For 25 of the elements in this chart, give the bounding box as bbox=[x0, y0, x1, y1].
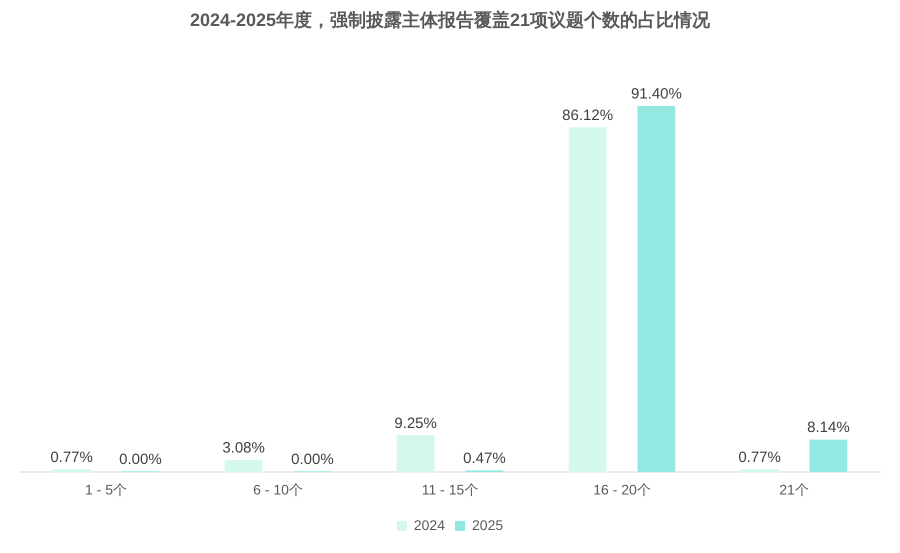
data-label: 0.47% bbox=[463, 450, 506, 467]
bar bbox=[568, 127, 607, 472]
bar bbox=[740, 469, 779, 472]
bar bbox=[637, 106, 676, 472]
bar bbox=[396, 435, 435, 472]
bar bbox=[224, 460, 263, 472]
bar bbox=[52, 469, 91, 472]
data-label: 9.25% bbox=[394, 414, 437, 432]
data-label: 0.00% bbox=[119, 450, 162, 468]
x-tick-label: 16 - 20个 bbox=[593, 481, 651, 498]
data-label: 86.12% bbox=[562, 106, 614, 124]
data-label: 0.00% bbox=[291, 450, 334, 468]
bar bbox=[809, 440, 848, 472]
data-label: 0.77% bbox=[738, 448, 781, 466]
legend-label: 2025 bbox=[472, 516, 504, 533]
chart-title: 2024-2025年度，强制披露主体报告覆盖21项议题个数的占比情况 bbox=[190, 10, 712, 30]
x-tick-label: 6 - 10个 bbox=[253, 481, 303, 498]
legend-label: 2024 bbox=[414, 516, 446, 533]
x-tick-label: 1 - 5个 bbox=[84, 481, 128, 498]
x-tick-label: 11 - 15个 bbox=[422, 481, 478, 498]
data-label: 8.14% bbox=[807, 419, 850, 436]
data-label: 91.40% bbox=[630, 86, 682, 103]
x-tick-label: 21个 bbox=[779, 481, 809, 498]
data-label: 3.08% bbox=[222, 440, 265, 456]
data-label: 0.77% bbox=[50, 448, 93, 466]
